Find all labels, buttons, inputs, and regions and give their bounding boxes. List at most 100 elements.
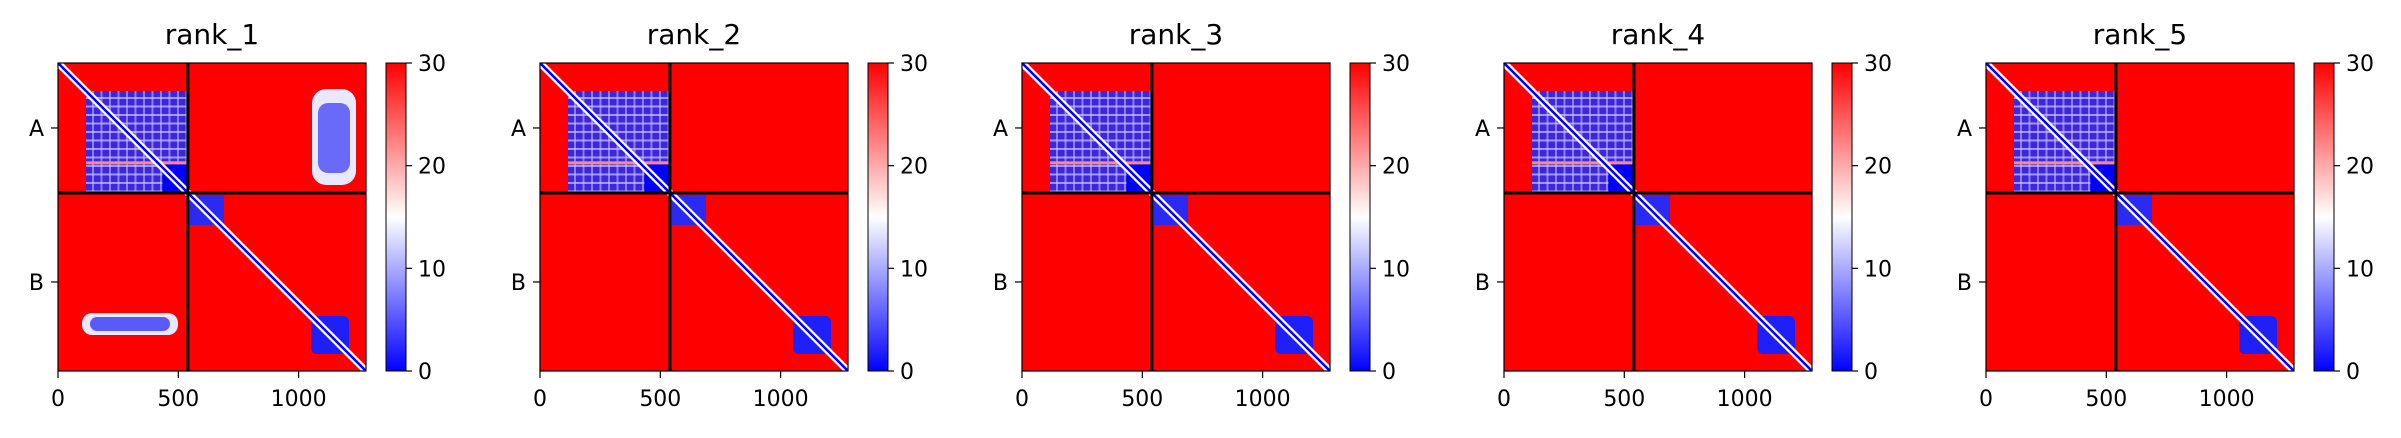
- block-a-stripe: [2104, 91, 2107, 193]
- block-a-stripe: [142, 91, 145, 193]
- block-a-separator: [2014, 161, 2116, 165]
- offdiag-region: [90, 317, 170, 331]
- diagonal: [540, 63, 848, 371]
- block-a-stripe: [125, 91, 128, 193]
- colorbar-tick-label: 30: [418, 52, 446, 77]
- x-tick-label: 1000: [2199, 387, 2255, 412]
- block-a-stripe: [86, 164, 188, 167]
- x-tick-label: 0: [1979, 387, 1993, 412]
- block-a-separator: [86, 161, 188, 165]
- block-a-stripe: [568, 147, 670, 150]
- colorbar-tick-label: 10: [1382, 257, 1410, 282]
- block-a-stripe: [2014, 147, 2116, 150]
- plot-frame: [1503, 62, 1813, 372]
- y-tick-label: B: [511, 271, 526, 296]
- block-a-stripe: [2053, 91, 2056, 193]
- block-a-stripe: [1532, 181, 1634, 184]
- x-tick-label: 1000: [271, 387, 327, 412]
- block-a-stripe: [1050, 130, 1152, 133]
- block-a-stripe: [1050, 105, 1152, 108]
- block-a-stripe: [86, 156, 188, 159]
- block-a-stripe: [568, 113, 670, 116]
- block-a-stripe: [1532, 164, 1634, 167]
- colorbar-tick-label: 10: [418, 257, 446, 282]
- block-a-stripe: [2014, 173, 2116, 176]
- block-a-stripe: [1597, 91, 1600, 193]
- block-a-stripe: [1115, 91, 1118, 193]
- block-a-stripe: [1050, 164, 1152, 167]
- block-a-stripe: [1532, 105, 1634, 108]
- block-a-stripe: [2087, 91, 2090, 193]
- block-a-stripe: [1089, 91, 1092, 193]
- colorbar-tick-label: 20: [1382, 155, 1410, 180]
- block-a-stripe: [151, 91, 154, 193]
- x-tick-label: 0: [1497, 387, 1511, 412]
- block-a-stripe: [1050, 147, 1152, 150]
- panel-title: rank_4: [1611, 18, 1705, 51]
- colorbar-tick-label: 30: [900, 52, 928, 77]
- panel-title: rank_1: [165, 18, 259, 51]
- block-a-stripe: [1532, 147, 1634, 150]
- block-a-stripe: [1532, 113, 1634, 116]
- colorbar: [867, 62, 889, 372]
- block-a-stripe: [650, 91, 653, 193]
- block-a-stripe: [574, 91, 576, 193]
- block-a-stripe: [86, 105, 188, 108]
- block-a-stripe: [607, 91, 610, 193]
- y-tick-label: B: [1475, 271, 1490, 296]
- block-a-stripe: [1622, 91, 1625, 193]
- block-a-stripe: [1050, 97, 1152, 99]
- block-a-stripe: [1123, 91, 1126, 193]
- block-a-stripe: [568, 181, 670, 184]
- block-a-stripe: [1081, 91, 1084, 193]
- block-a-stripe: [1571, 91, 1574, 193]
- block-a-stripe: [2036, 91, 2039, 193]
- x-tick-label: 500: [1603, 387, 1645, 412]
- diagonal: [1986, 63, 2294, 371]
- block-a-stripe: [624, 91, 627, 193]
- colorbar-tick-label: 10: [900, 257, 928, 282]
- y-tick-label: A: [1957, 117, 1972, 142]
- colorbar-tick-label: 30: [1382, 52, 1410, 77]
- block-a-stripe: [658, 91, 661, 193]
- y-tick-label: A: [1475, 117, 1490, 142]
- colorbar-tick-label: 0: [2346, 360, 2360, 385]
- colorbar: [1349, 62, 1371, 372]
- block-a-stripe: [1532, 156, 1634, 159]
- diagonal: [1022, 63, 1330, 371]
- y-tick-label: A: [511, 117, 526, 142]
- offdiag-region: [318, 103, 350, 173]
- colorbar-tick-label: 20: [900, 155, 928, 180]
- block-a-separator: [1050, 161, 1152, 165]
- block-a-stripe: [1563, 91, 1566, 193]
- panel-title: rank_3: [1129, 18, 1223, 51]
- x-tick-label: 500: [2085, 387, 2127, 412]
- block-a-stripe: [2014, 97, 2116, 99]
- y-tick-label: B: [1957, 271, 1972, 296]
- x-tick-label: 500: [639, 387, 681, 412]
- block-a-stripe: [1554, 91, 1557, 193]
- block-a-stripe: [86, 97, 188, 99]
- x-tick-label: 1000: [1235, 387, 1291, 412]
- x-tick-label: 0: [51, 387, 65, 412]
- block-a-stripe: [92, 91, 94, 193]
- x-tick-label: 0: [533, 387, 547, 412]
- block-a-stripe: [117, 91, 120, 193]
- heatmap-1: [58, 63, 366, 371]
- x-tick-label: 500: [157, 387, 199, 412]
- block-a-stripe: [2014, 164, 2116, 167]
- colorbar: [2313, 62, 2335, 372]
- block-a-stripe: [2079, 91, 2082, 193]
- plot-frame: [57, 62, 367, 372]
- block-a-stripe: [100, 91, 103, 193]
- block-a-stripe: [2014, 130, 2116, 133]
- block-a-stripe: [1050, 113, 1152, 116]
- block-a-stripe: [2014, 181, 2116, 184]
- block-a-stripe: [1050, 122, 1152, 125]
- colorbar-tick-label: 20: [1864, 155, 1892, 180]
- block-a-stripe: [86, 122, 188, 125]
- block-a-stripe: [1588, 91, 1591, 193]
- block-a-stripe: [590, 91, 593, 193]
- block-a-stripe: [86, 181, 188, 184]
